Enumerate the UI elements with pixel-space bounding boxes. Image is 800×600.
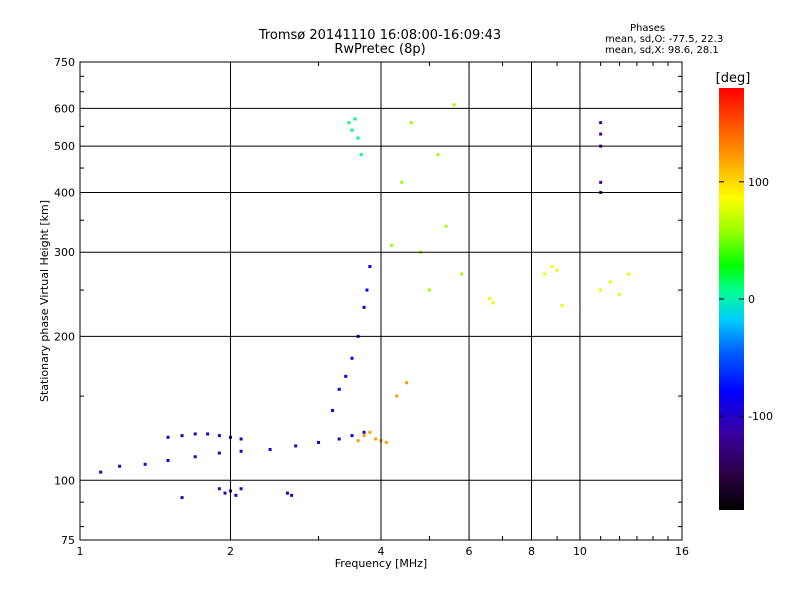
data-point <box>217 434 221 438</box>
data-point <box>409 121 413 125</box>
x-tick-label: 10 <box>573 545 587 558</box>
data-point <box>491 301 495 305</box>
data-point <box>350 356 354 360</box>
data-point <box>350 434 354 438</box>
data-point <box>239 449 243 453</box>
data-point <box>599 288 603 292</box>
data-point <box>331 408 335 412</box>
data-point <box>550 265 554 269</box>
data-point <box>626 272 630 276</box>
chart-subtitle: RwPretec (8p) <box>334 42 426 57</box>
data-point <box>217 451 221 455</box>
data-point <box>405 381 409 385</box>
data-point <box>368 430 372 434</box>
data-point <box>166 458 170 462</box>
colorbar-ticks: 100 0 -100 <box>719 176 773 423</box>
data-point <box>337 387 341 391</box>
grid-lines <box>80 62 682 540</box>
data-point <box>599 180 603 184</box>
data-point <box>347 121 351 125</box>
data-point <box>337 437 341 441</box>
data-point <box>608 280 612 284</box>
data-point <box>166 435 170 439</box>
data-point <box>444 224 448 228</box>
axis-ticks: 1 2 4 6 8 10 16 75 100 200 300 400 500 600 750 <box>54 56 689 558</box>
colorbar-label: [deg] <box>716 71 751 86</box>
y-tick-label: 75 <box>61 534 75 547</box>
x-tick-label: 16 <box>675 545 689 558</box>
data-point <box>344 374 348 378</box>
chart-title: Tromsø 20141110 16:08:00-16:09:43 <box>258 28 502 43</box>
data-point <box>460 272 464 276</box>
y-tick-label: 100 <box>54 474 75 487</box>
data-point <box>362 305 366 309</box>
data-point <box>99 470 103 474</box>
colorbar-tick-label: -100 <box>748 410 773 423</box>
data-point <box>488 297 492 301</box>
data-point <box>390 243 394 247</box>
y-tick-label: 400 <box>54 186 75 199</box>
data-point <box>353 117 357 121</box>
data-point <box>359 153 363 157</box>
data-point <box>356 439 360 443</box>
colorbar-tick-label: 0 <box>748 293 755 306</box>
y-tick-label: 750 <box>54 56 75 69</box>
y-tick-label: 600 <box>54 102 75 115</box>
y-axis-label: Stationary phase Virtual Height [km] <box>38 200 51 402</box>
data-point <box>374 437 378 441</box>
data-point <box>350 128 354 132</box>
data-point <box>180 434 184 438</box>
data-point <box>427 288 431 292</box>
data-point <box>555 268 559 272</box>
data-point <box>362 430 366 434</box>
data-point <box>206 432 210 436</box>
data-point <box>400 180 404 184</box>
x-tick-label: 2 <box>227 545 234 558</box>
x-tick-label: 8 <box>528 545 535 558</box>
data-point <box>223 491 227 495</box>
data-point <box>234 493 238 497</box>
x-tick-label: 4 <box>378 545 385 558</box>
data-point <box>317 440 321 444</box>
y-tick-label: 500 <box>54 140 75 153</box>
data-point <box>118 464 122 468</box>
data-point <box>436 153 440 157</box>
y-tick-label: 200 <box>54 330 75 343</box>
y-tick-label: 300 <box>54 246 75 259</box>
phase-stats-o: mean, sd,O: -77.5, 22.3 <box>605 34 724 45</box>
data-point <box>395 394 399 398</box>
data-point <box>368 265 372 269</box>
data-point <box>599 132 603 136</box>
phase-stats-x: mean, sd,X: 98.6, 28.1 <box>605 45 719 56</box>
data-point <box>356 136 360 140</box>
data-point <box>384 440 388 444</box>
data-point <box>143 462 147 466</box>
data-point <box>290 493 294 497</box>
x-axis-label: Frequency [MHz] <box>335 557 427 570</box>
data-point <box>193 432 197 436</box>
data-point <box>294 444 298 448</box>
data-point <box>217 487 221 491</box>
data-point <box>599 121 603 125</box>
data-point <box>452 103 456 107</box>
colorbar-tick-label: 100 <box>748 176 769 189</box>
scatter-points <box>99 103 630 500</box>
data-point <box>560 304 564 308</box>
data-point <box>618 292 622 296</box>
phases-heading: Phases <box>630 23 666 34</box>
data-point <box>362 434 366 438</box>
data-point <box>180 496 184 500</box>
data-point <box>239 487 243 491</box>
data-point <box>365 288 369 292</box>
data-point <box>193 455 197 459</box>
x-tick-label: 1 <box>77 545 84 558</box>
data-point <box>543 272 547 276</box>
data-point <box>268 447 272 451</box>
data-point <box>239 437 243 441</box>
data-point <box>285 491 289 495</box>
x-tick-label: 6 <box>466 545 473 558</box>
